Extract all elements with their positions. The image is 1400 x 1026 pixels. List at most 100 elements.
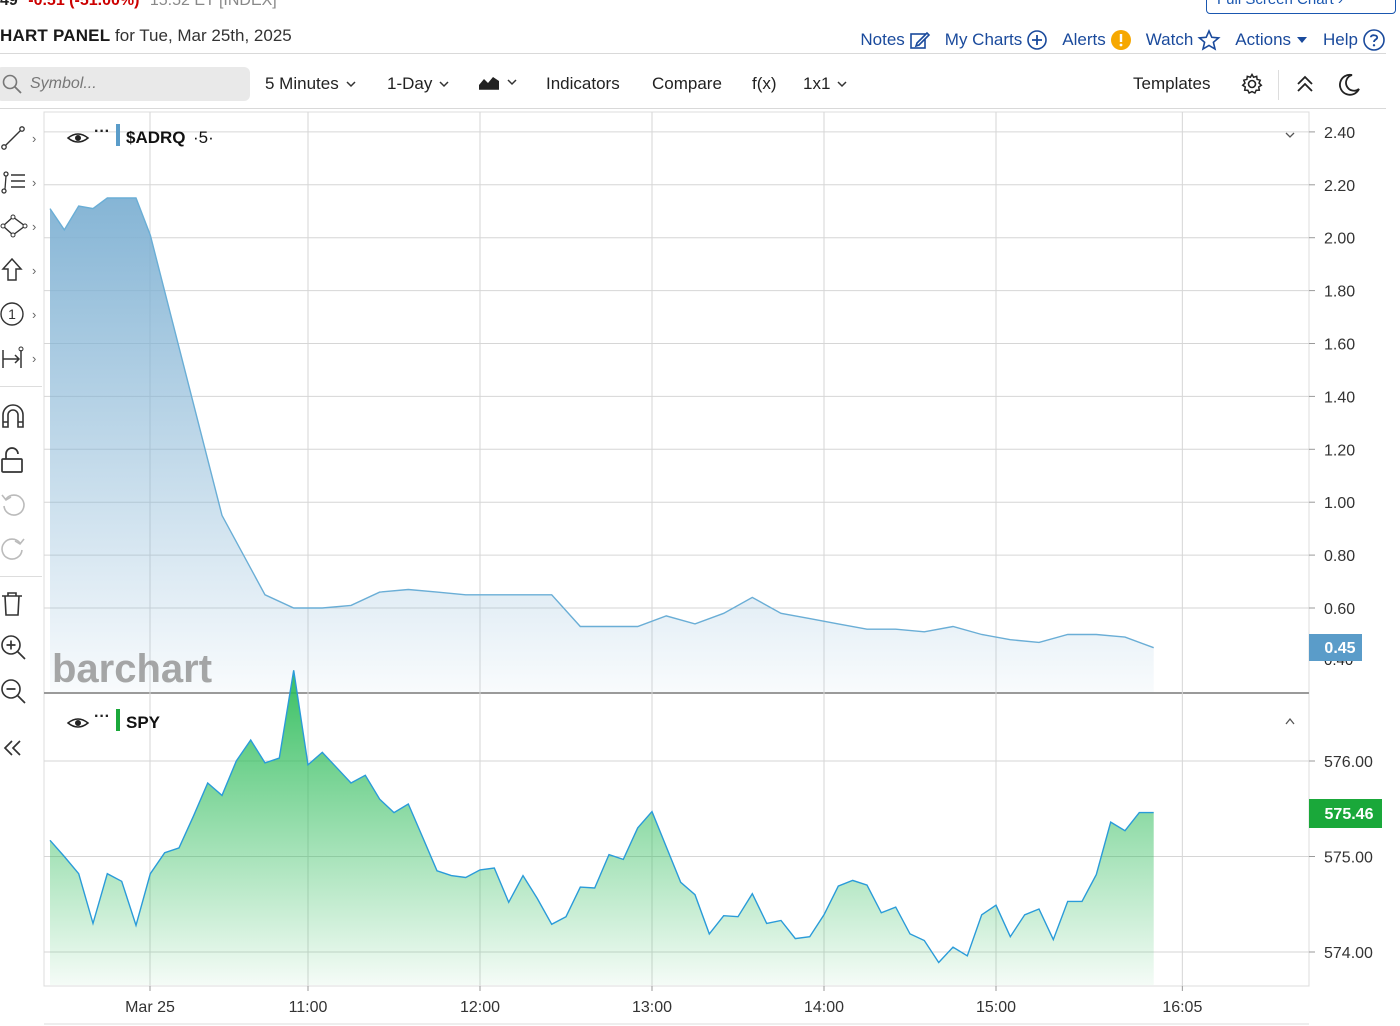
x-tick-label: Mar 25 <box>125 999 175 1016</box>
more-icon[interactable]: ··· <box>94 123 110 140</box>
notes-label: Notes <box>860 30 905 49</box>
help-icon <box>1363 29 1385 51</box>
compare-label: Compare <box>652 74 722 93</box>
fib-tool[interactable]: › <box>0 164 44 200</box>
adrq-last-badge <box>1309 634 1362 661</box>
chevron-down-icon <box>507 79 517 86</box>
chart-type-icon <box>479 77 499 90</box>
my-charts-link[interactable]: My Charts <box>945 29 1048 51</box>
templates-button[interactable]: Templates <box>1133 74 1210 94</box>
chevron-down-icon <box>346 81 356 88</box>
collapse-toolbar-left[interactable] <box>0 730 44 766</box>
adrq-symbol: $ADRQ <box>126 128 186 147</box>
top-links: Notes My Charts Alerts Watch Actions Hel… <box>860 28 1386 52</box>
symbol-input[interactable]: Symbol... <box>30 75 97 92</box>
interval-select[interactable]: 5 Minutes <box>265 74 357 94</box>
caret-down-icon <box>1297 37 1308 43</box>
eye-icon[interactable] <box>66 133 90 143</box>
pane-collapse-icon[interactable] <box>1285 132 1295 138</box>
interval-label: 5 Minutes <box>265 74 339 93</box>
compare-button[interactable]: Compare <box>652 74 722 94</box>
my-charts-label: My Charts <box>944 30 1023 49</box>
indicators-button[interactable]: Indicators <box>546 74 620 94</box>
y-tick-label: 2.40 <box>1324 125 1355 142</box>
range-select[interactable]: 1-Day <box>387 74 450 94</box>
line-tool[interactable]: › <box>0 120 44 156</box>
spy-color-marker <box>116 709 120 731</box>
collapse-toolbar-button[interactable] <box>1294 72 1316 96</box>
alerts-link[interactable]: Alerts <box>1062 29 1131 51</box>
arrow-tool-icon <box>1 257 23 281</box>
shape-tool-icon <box>0 214 28 238</box>
zoom-out-button[interactable] <box>0 674 44 710</box>
trash-icon <box>2 592 22 616</box>
delete-button[interactable] <box>0 586 44 622</box>
y-tick-label: 574.00 <box>1324 945 1373 962</box>
y-tick-label: 1.80 <box>1324 284 1355 301</box>
templates-label: Templates <box>1133 74 1211 93</box>
price-change: -0.51 (-51.00%) <box>28 0 140 9</box>
y-tick-label: 0.60 <box>1324 601 1355 618</box>
undo-button[interactable] <box>0 486 44 522</box>
shape-tool[interactable]: › <box>0 208 44 244</box>
panel-title-bar: HART PANEL for Tue, Mar 25th, 2025 <box>0 26 1400 52</box>
notes-link[interactable]: Notes <box>860 30 930 50</box>
symbol-search[interactable]: Symbol... <box>0 67 250 101</box>
fib-tool-icon <box>1 171 25 194</box>
watch-link[interactable]: Watch <box>1146 29 1222 51</box>
redo-button[interactable] <box>0 530 44 566</box>
magnet-icon <box>2 404 24 428</box>
layout-label: 1x1 <box>803 74 831 93</box>
spy-legend: ··· SPY <box>66 708 161 732</box>
number-tool[interactable]: 1 › <box>0 296 44 332</box>
fx-label: f(x) <box>752 74 777 93</box>
collapse-left-icon <box>3 740 21 756</box>
y-tick-label: 576.00 <box>1324 754 1373 771</box>
adrq-area-fill <box>50 198 1154 692</box>
zoom-in-button[interactable] <box>0 630 44 666</box>
adrq-color-marker <box>116 124 120 146</box>
panel-date: for Tue, Mar 25th, 2025 <box>115 26 292 45</box>
fx-button[interactable]: f(x) <box>752 74 777 94</box>
drawing-toolbar: › › › › 1 › › <box>0 112 44 1026</box>
layout-select[interactable]: 1x1 <box>803 74 848 94</box>
svg-text:1: 1 <box>8 306 16 322</box>
spy-last-badge <box>1309 799 1382 828</box>
chart-toolbar: Symbol... 5 Minutes 1-Day Indicators Com… <box>0 64 1386 106</box>
settings-button[interactable] <box>1240 72 1264 96</box>
lock-button[interactable] <box>0 442 44 478</box>
toolbar-divider <box>0 386 42 387</box>
adrq-interval: ·5· <box>193 128 214 147</box>
magnet-button[interactable] <box>0 398 44 434</box>
y-tick-label: 575.00 <box>1324 850 1373 867</box>
full-screen-button[interactable]: Full Screen Chart › <box>1206 0 1396 14</box>
eye-icon[interactable] <box>66 718 90 728</box>
collapse-up-icon <box>1297 75 1313 92</box>
gear-icon <box>1241 73 1263 95</box>
help-link[interactable]: Help <box>1323 28 1386 52</box>
measure-tool[interactable]: › <box>0 340 44 376</box>
quote-time: 15:52 ET [INDEX] <box>149 0 277 9</box>
line-tool-icon <box>1 126 25 150</box>
range-label: 1-Day <box>387 74 433 93</box>
pane-expand-icon[interactable] <box>1285 717 1295 725</box>
last-price: 49 <box>0 0 18 9</box>
arrow-tool[interactable]: › <box>0 252 44 288</box>
x-tick-label: 12:00 <box>460 999 500 1016</box>
plot-frame <box>43 111 1310 987</box>
x-tick-label: 15:00 <box>976 999 1016 1016</box>
actions-menu[interactable]: Actions <box>1235 30 1309 50</box>
star-icon <box>1197 29 1221 51</box>
chart-type-select[interactable] <box>478 74 518 90</box>
spy-last-value: 575.46 <box>1325 806 1374 823</box>
x-tick-label: 14:00 <box>804 999 844 1016</box>
moon-icon <box>1339 73 1360 96</box>
chevron-down-icon <box>439 81 449 88</box>
dark-mode-button[interactable] <box>1336 72 1362 98</box>
more-icon[interactable]: ··· <box>94 708 110 725</box>
search-icon <box>2 74 22 94</box>
help-label: Help <box>1323 30 1358 49</box>
chevron-right-icon: › <box>1338 0 1343 8</box>
watch-label: Watch <box>1145 30 1194 49</box>
